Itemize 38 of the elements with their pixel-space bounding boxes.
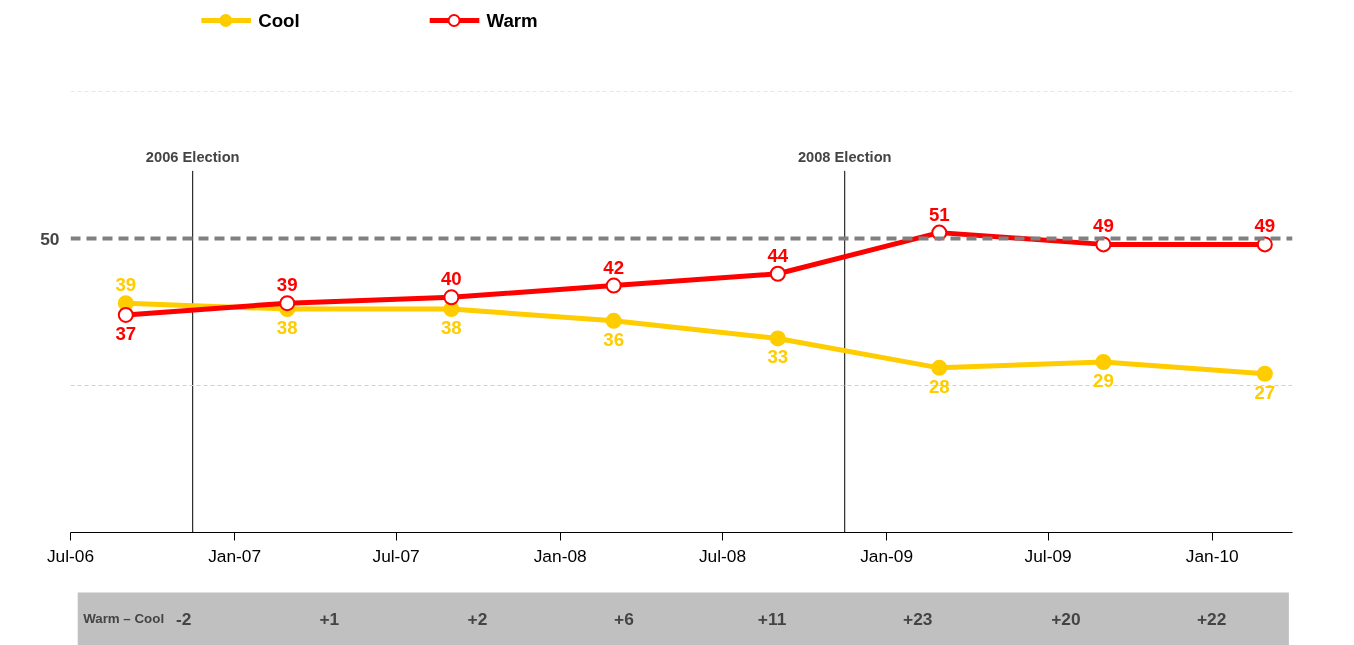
text: +2: [467, 608, 488, 629]
ref-line-label: 2008 Election: [797, 148, 892, 165]
data-label: 33: [767, 346, 789, 368]
data-label: 44: [767, 244, 789, 266]
data-label: 40: [441, 268, 462, 290]
data-label: 38: [441, 317, 462, 339]
data-label: 37: [115, 322, 137, 344]
x-tick-label: Jan-08: [533, 545, 587, 566]
ref-line-label: 2006 Election: [145, 148, 240, 165]
text: +20: [1051, 608, 1081, 629]
data-label: 49: [1254, 215, 1276, 237]
data-label: 49: [1093, 215, 1114, 237]
data-label: 39: [115, 274, 137, 296]
data-label: 29: [1093, 369, 1114, 391]
data-label: 36: [603, 328, 625, 350]
data-label: 38: [276, 317, 298, 339]
text: +1: [319, 608, 340, 629]
legend-label: Cool: [258, 10, 300, 31]
data-label: 51: [928, 203, 950, 225]
text: -2: [175, 608, 192, 629]
x-tick-label: Jan-09: [860, 545, 914, 566]
x-tick-label: Jul-07: [372, 545, 420, 566]
x-tick-label: Jul-09: [1024, 545, 1072, 566]
text: +6: [614, 608, 635, 629]
x-tick-label: Jan-07: [208, 545, 262, 566]
text: +23: [903, 608, 933, 629]
data-label: 28: [928, 375, 950, 397]
x-tick-label: Jan-10: [1185, 545, 1239, 566]
data-label: 42: [603, 256, 625, 278]
data-label: 27: [1254, 381, 1276, 403]
x-tick-label: Jul-08: [698, 545, 747, 566]
data-label: 39: [276, 274, 298, 296]
text: +22: [1196, 608, 1227, 629]
text: +11: [757, 608, 787, 629]
ref-line-label: 50: [40, 228, 60, 249]
text: Warm – Cool: [83, 611, 165, 626]
x-tick-label: Jul-06: [46, 545, 95, 566]
legend-label: Warm: [486, 10, 538, 31]
